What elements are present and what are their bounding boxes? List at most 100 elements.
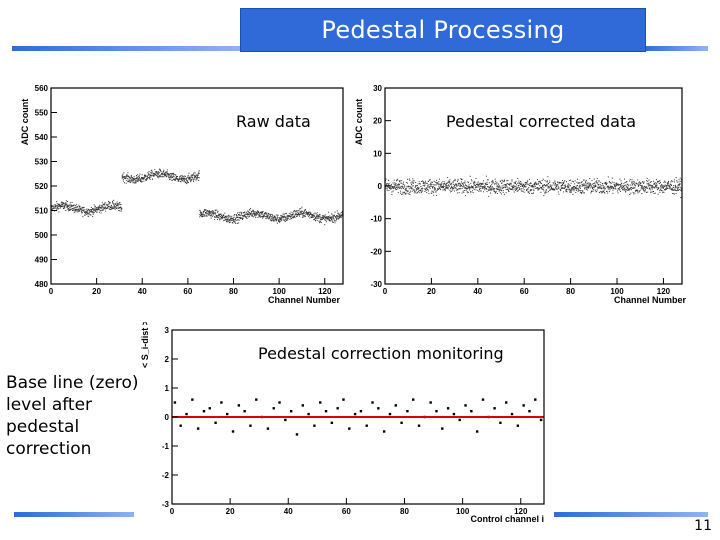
raw-point <box>324 218 326 220</box>
corrected-point <box>495 188 497 190</box>
corrected-point <box>508 183 510 185</box>
corrected-point <box>581 192 583 194</box>
corrected-point <box>679 184 681 186</box>
corrected-point <box>501 190 503 192</box>
raw-point <box>299 215 301 217</box>
raw-point <box>174 178 176 180</box>
corrected-point <box>656 187 658 189</box>
corrected-point <box>555 184 557 186</box>
corrected-point <box>590 190 592 192</box>
raw-point <box>309 213 311 215</box>
corrected-point <box>451 185 453 187</box>
corrected-point <box>491 182 493 184</box>
corrected-point <box>461 188 463 190</box>
corrected-point <box>565 188 567 190</box>
corrected-point <box>440 185 442 187</box>
raw-point <box>336 216 338 218</box>
raw-point <box>291 216 293 218</box>
raw-point <box>199 209 201 211</box>
corrected-point <box>412 185 414 187</box>
raw-point <box>319 222 321 224</box>
corrected-point <box>548 185 550 187</box>
corrected-point <box>457 178 459 180</box>
raw-point <box>158 171 160 173</box>
raw-point <box>292 214 294 216</box>
corrected-point <box>604 182 606 184</box>
corrected-point <box>459 184 461 186</box>
y-tick-label: 30 <box>373 84 382 93</box>
raw-point <box>292 213 294 215</box>
corrected-point <box>487 186 489 188</box>
corrected-point <box>484 182 486 184</box>
corrected-point <box>388 183 390 185</box>
corrected-point <box>497 187 499 189</box>
raw-point <box>220 214 222 216</box>
corrected-point <box>532 184 534 186</box>
corrected-point <box>443 188 445 190</box>
corrected-point <box>399 181 401 183</box>
monitor-point <box>191 398 194 401</box>
corrected-point <box>566 188 568 190</box>
raw-point <box>63 206 65 208</box>
raw-point <box>287 219 289 221</box>
corrected-point <box>420 180 422 182</box>
raw-point <box>275 214 277 216</box>
raw-point <box>133 178 135 180</box>
raw-point <box>157 176 159 178</box>
corrected-point <box>563 182 565 184</box>
raw-point <box>319 214 321 216</box>
corrected-point <box>666 186 668 188</box>
raw-point <box>107 206 109 208</box>
corrected-point <box>441 186 443 188</box>
raw-point <box>223 215 225 217</box>
corrected-point <box>488 195 490 197</box>
raw-point <box>285 217 287 219</box>
raw-point <box>239 213 241 215</box>
corrected-point <box>506 180 508 182</box>
raw-point <box>189 177 191 179</box>
raw-point <box>282 213 284 215</box>
corrected-point <box>460 178 462 180</box>
corrected-point <box>529 184 531 186</box>
raw-point <box>270 220 272 222</box>
raw-point <box>65 202 67 204</box>
corrected-point <box>503 193 505 195</box>
raw-point <box>227 217 229 219</box>
raw-point <box>304 209 306 211</box>
corrected-point <box>508 187 510 189</box>
corrected-point <box>657 187 659 189</box>
raw-point <box>90 210 92 212</box>
raw-point <box>136 179 138 181</box>
raw-point <box>70 204 72 206</box>
corrected-point <box>577 182 579 184</box>
raw-point <box>244 216 246 218</box>
corrected-point <box>614 185 616 187</box>
corrected-point <box>668 183 670 185</box>
raw-point <box>123 176 125 178</box>
raw-point <box>301 212 303 214</box>
corrected-point <box>401 180 403 182</box>
corrected-point <box>430 184 432 186</box>
corrected-point <box>436 179 438 181</box>
corrected-point <box>506 186 508 188</box>
raw-point <box>298 213 300 215</box>
corrected-point <box>461 192 463 194</box>
corrected-point <box>449 189 451 191</box>
corrected-point <box>588 185 590 187</box>
corrected-point <box>432 190 434 192</box>
raw-point <box>262 215 264 217</box>
corrected-point <box>550 188 552 190</box>
raw-point <box>138 177 140 179</box>
raw-point <box>268 218 270 220</box>
corrected-point <box>499 192 501 194</box>
raw-point <box>89 211 91 213</box>
corrected-point <box>481 186 483 188</box>
corrected-point <box>657 181 659 183</box>
raw-point <box>138 179 140 181</box>
y-tick-label: 3 <box>165 326 170 335</box>
corrected-point <box>560 185 562 187</box>
raw-point <box>236 216 238 218</box>
corrected-point <box>619 190 621 192</box>
corrected-point <box>438 181 440 183</box>
